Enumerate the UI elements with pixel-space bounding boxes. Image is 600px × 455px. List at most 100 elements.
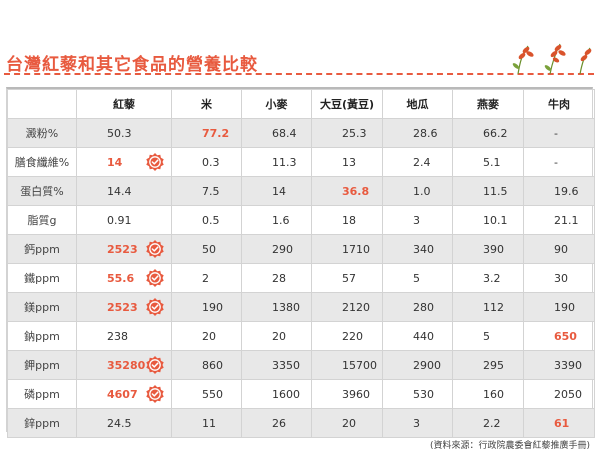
cell-value: 0.91 — [107, 213, 132, 227]
cell-value: 24.5 — [107, 416, 132, 430]
row-label: 鐵ppm — [7, 263, 77, 293]
table-cell: 440 — [382, 321, 453, 351]
cell-value: 4607 — [107, 387, 138, 401]
row-label: 鎂ppm — [7, 292, 77, 322]
table-cell: 25.3 — [311, 118, 383, 148]
table-row: 鉀ppm 35280 860 3350 15700 2900 295 3390 — [7, 350, 595, 380]
column-header: 燕麥 — [452, 89, 524, 119]
column-header: 地瓜 — [382, 89, 453, 119]
cell-value: 2120 — [342, 300, 370, 314]
cell-value: 5 — [413, 271, 420, 285]
cell-value: 340 — [413, 242, 434, 256]
cell-value: 50 — [202, 242, 216, 256]
table-cell: - — [523, 118, 595, 148]
table-cell: 68.4 — [241, 118, 312, 148]
cell-value: 25.3 — [342, 126, 367, 140]
table-cell: 14 — [241, 176, 312, 206]
table-cell: 2900 — [382, 350, 453, 380]
table-row: 鈣ppm 2523 50 290 1710 340 390 90 — [7, 234, 595, 264]
table-cell: 112 — [452, 292, 524, 322]
table-cell: 1380 — [241, 292, 312, 322]
table-row: 鋅ppm 24.5 11 26 20 3 2.2 61 — [7, 408, 595, 438]
cell-value: 14 — [107, 155, 123, 169]
table-cell: 30 — [523, 263, 595, 293]
table-cell: 20 — [241, 321, 312, 351]
table-cell: 2.4 — [382, 147, 453, 177]
table-cell: 7.5 — [171, 176, 242, 206]
cell-value: 61 — [554, 416, 570, 430]
table-cell: 61 — [523, 408, 595, 438]
row-label: 鋅ppm — [7, 408, 77, 438]
cell-value: 3350 — [272, 358, 300, 372]
cell-value: 66.2 — [483, 126, 508, 140]
table-cell: 4607 — [76, 379, 172, 409]
cell-value: 440 — [413, 329, 434, 343]
cell-value: 90 — [554, 242, 568, 256]
row-label: 脂質g — [7, 205, 77, 235]
table-cell: 90 — [523, 234, 595, 264]
check-badge-icon — [146, 356, 164, 374]
table-cell: 14.4 — [76, 176, 172, 206]
table-cell: 20 — [171, 321, 242, 351]
cell-value: 3 — [413, 416, 420, 430]
table-cell: 238 — [76, 321, 172, 351]
cell-value: 14.4 — [107, 184, 132, 198]
table-cell: 66.2 — [452, 118, 524, 148]
table-cell: 650 — [523, 321, 595, 351]
table-cell: 295 — [452, 350, 524, 380]
table-cell: 36.8 — [311, 176, 383, 206]
table-cell: 26 — [241, 408, 312, 438]
table-cell: 20 — [311, 408, 383, 438]
cell-value: 2900 — [413, 358, 441, 372]
cell-value: 860 — [202, 358, 223, 372]
cell-value: 77.2 — [202, 126, 230, 140]
cell-value: 5 — [483, 329, 490, 343]
table-cell: 290 — [241, 234, 312, 264]
table-header-row: 紅藜米小麥 大豆(黃豆) 地瓜 燕麥 牛肉 — [7, 89, 595, 119]
check-badge-icon — [146, 240, 164, 258]
table-row: 脂質g 0.91 0.5 1.6 18 3 10.1 21.1 — [7, 205, 595, 235]
column-header: 牛肉 — [523, 89, 595, 119]
cell-value: 0.5 — [202, 213, 220, 227]
table-cell: 220 — [311, 321, 383, 351]
table-cell: 28 — [241, 263, 312, 293]
table-cell: 0.3 — [171, 147, 242, 177]
cell-value: 28.6 — [413, 126, 438, 140]
row-label: 磷ppm — [7, 379, 77, 409]
cell-value: 36.8 — [342, 184, 370, 198]
red-quinoa-sprig-icon — [512, 43, 592, 75]
cell-value: 280 — [413, 300, 434, 314]
cell-value: 13 — [342, 155, 356, 169]
cell-value: 30 — [554, 271, 568, 285]
table-cell: 2523 — [76, 234, 172, 264]
cell-value: 5.1 — [483, 155, 501, 169]
check-badge-icon — [146, 298, 164, 316]
row-label: 澱粉% — [7, 118, 77, 148]
table-cell: 10.1 — [452, 205, 524, 235]
cell-value: 11.3 — [272, 155, 297, 169]
row-label: 蛋白質% — [7, 176, 77, 206]
column-header: 米 — [171, 89, 242, 119]
table-cell: 5.1 — [452, 147, 524, 177]
table-cell: 190 — [171, 292, 242, 322]
column-header: 紅藜 — [76, 89, 172, 119]
header-corner-cell — [7, 89, 77, 119]
table-cell: 14 — [76, 147, 172, 177]
column-header: 小麥 — [241, 89, 312, 119]
table-cell: 55.6 — [76, 263, 172, 293]
cell-value: 10.1 — [483, 213, 508, 227]
table-row: 蛋白質% 14.4 7.5 14 36.8 1.0 11.5 19.6 — [7, 176, 595, 206]
table-cell: 18 — [311, 205, 383, 235]
page-title: 台灣紅藜和其它食品的營養比較 — [6, 55, 258, 75]
table-cell: 2050 — [523, 379, 595, 409]
cell-value: 2.2 — [483, 416, 501, 430]
cell-value: 160 — [483, 387, 504, 401]
row-label: 膳食纖維% — [7, 147, 77, 177]
table-cell: 2523 — [76, 292, 172, 322]
table-cell: 5 — [382, 263, 453, 293]
table-cell: 15700 — [311, 350, 383, 380]
table-cell: 50.3 — [76, 118, 172, 148]
table-cell: 0.5 — [171, 205, 242, 235]
table-cell: 35280 — [76, 350, 172, 380]
table-cell: 13 — [311, 147, 383, 177]
